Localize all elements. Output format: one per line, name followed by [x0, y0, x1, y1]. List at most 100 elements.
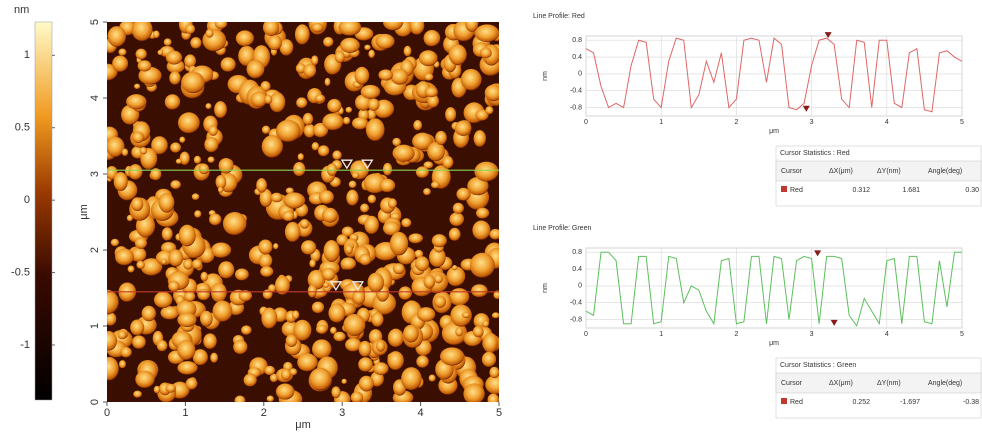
grain [238, 290, 253, 302]
grain [115, 248, 134, 266]
grain [199, 310, 213, 327]
grain [141, 305, 156, 322]
grain [243, 373, 257, 387]
grain [364, 44, 371, 51]
x-axis-label: μm [769, 128, 779, 135]
stats-header [775, 372, 982, 394]
grain [455, 327, 464, 337]
grain [208, 125, 218, 137]
grain [264, 365, 276, 376]
grain [331, 386, 341, 399]
grain [169, 71, 181, 85]
y-tick-label: 0.4 [572, 266, 582, 273]
grain [294, 24, 310, 45]
grain [262, 289, 273, 300]
grain [283, 192, 306, 209]
stats-cell: Red [790, 399, 803, 406]
grain [177, 112, 200, 134]
grain [412, 132, 433, 150]
grain [297, 153, 304, 161]
cursor-marker [814, 250, 822, 257]
grain [280, 368, 292, 381]
stats-swatch [781, 398, 787, 404]
grain [387, 351, 404, 371]
grain [137, 60, 152, 72]
grain [360, 84, 381, 99]
grain [413, 120, 423, 131]
grain [107, 136, 125, 157]
grain [175, 300, 197, 318]
grain [398, 286, 412, 300]
grain [456, 187, 471, 201]
y-tick-label: 0 [89, 399, 101, 405]
grain [132, 131, 145, 144]
grain [323, 240, 340, 262]
grain [256, 178, 267, 193]
grain [170, 142, 181, 153]
grain [311, 142, 320, 151]
grain [431, 234, 447, 248]
grain [217, 186, 224, 193]
grain [403, 324, 419, 343]
grain [153, 385, 161, 394]
cursor-marker [329, 281, 343, 292]
x-tick-label: 1 [182, 407, 188, 419]
x-tick-label: 0 [584, 119, 588, 126]
grain [259, 188, 273, 208]
grain [472, 325, 484, 338]
cursor-marker [351, 281, 365, 292]
grain [282, 210, 295, 222]
grain [291, 310, 300, 320]
grain [485, 375, 499, 395]
plot-area [585, 35, 963, 117]
grain [121, 148, 129, 157]
grain [135, 370, 155, 388]
colorbar-tick-label: 0.5 [15, 122, 30, 134]
grain [340, 257, 357, 270]
grain [203, 333, 217, 350]
grain [215, 174, 227, 190]
grain [127, 265, 135, 273]
grain [460, 68, 482, 91]
x-tick-label: 1 [659, 331, 663, 338]
grain [448, 227, 461, 241]
grain [352, 288, 366, 305]
grain [284, 221, 301, 242]
grain [300, 240, 317, 255]
grain [261, 135, 283, 158]
grain [367, 272, 385, 293]
grain [296, 97, 308, 109]
x-axis-label: μm [769, 340, 779, 347]
grain [367, 98, 380, 111]
grain [197, 288, 210, 301]
stats-swatch [781, 186, 787, 192]
grain [401, 367, 422, 391]
grain [140, 258, 163, 276]
grain [135, 48, 147, 60]
grain [321, 267, 336, 281]
grain [338, 22, 362, 36]
grain [133, 390, 142, 398]
grain [168, 249, 184, 267]
grain [222, 211, 247, 236]
grain [303, 63, 317, 78]
grain [184, 291, 196, 302]
grain [285, 334, 298, 347]
colorbar-tick-label: -1 [20, 339, 30, 351]
grain [151, 136, 168, 155]
grain [415, 166, 429, 178]
y-tick-label: 1 [89, 323, 101, 329]
grain [416, 355, 429, 368]
grain [175, 158, 182, 164]
y-tick-label: -0.8 [570, 316, 582, 323]
grain [302, 112, 314, 126]
y-tick-label: 0 [578, 283, 582, 290]
grain [354, 66, 370, 85]
grain [489, 366, 499, 379]
grain [157, 49, 164, 56]
grain [161, 258, 167, 265]
grain [378, 69, 393, 81]
x-tick-label: 0 [104, 407, 110, 419]
grain [161, 227, 173, 241]
grain [179, 151, 190, 166]
